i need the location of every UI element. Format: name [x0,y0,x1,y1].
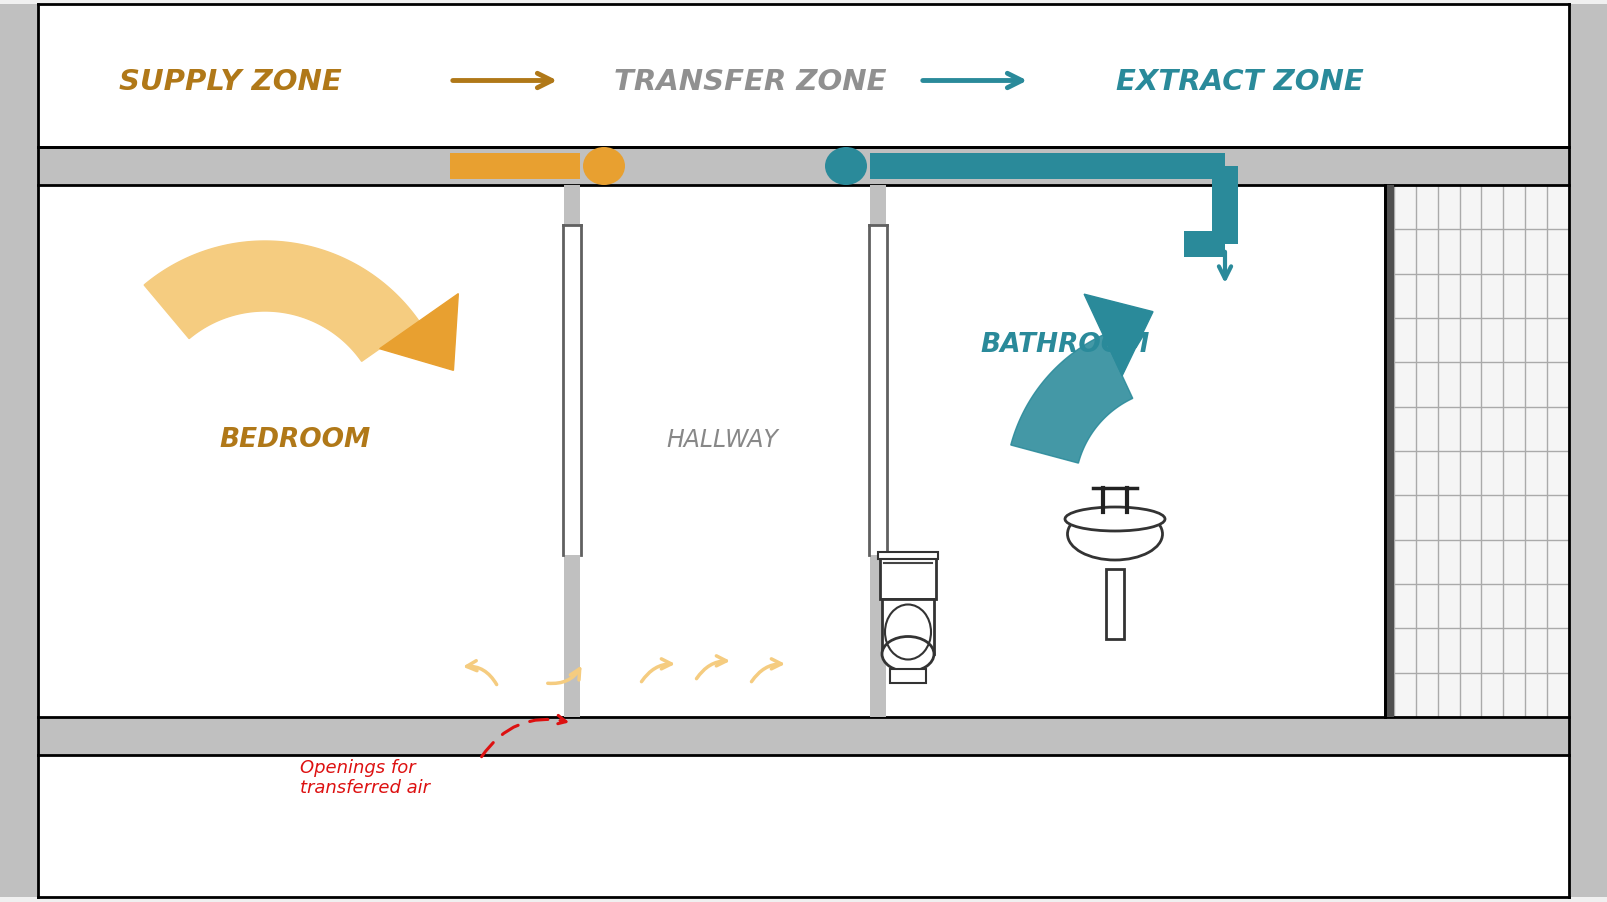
Bar [39,148,1568,186]
Polygon shape [1011,336,1133,464]
Bar [0,148,39,755]
Bar [1212,167,1237,244]
Bar [564,186,580,226]
Polygon shape [379,294,458,371]
Bar [1106,569,1123,640]
Ellipse shape [1065,508,1165,531]
Bar [1568,5,1607,148]
Bar [39,5,1568,148]
Bar [39,717,1568,755]
Text: EXTRACT ZONE: EXTRACT ZONE [1117,68,1364,96]
Ellipse shape [583,148,625,186]
Bar [1393,186,1568,717]
Bar [39,186,1568,717]
Ellipse shape [882,637,934,672]
Bar [881,557,935,599]
Text: HALLWAY: HALLWAY [665,428,778,452]
Bar [450,154,580,179]
Ellipse shape [1067,509,1162,560]
Bar [0,5,39,148]
Ellipse shape [824,148,868,186]
Text: BEDROOM: BEDROOM [220,427,371,453]
Bar [1184,232,1225,258]
Bar [882,599,934,654]
Bar [1568,148,1607,755]
Text: BATHROOM: BATHROOM [980,332,1149,357]
Bar [877,552,938,559]
Bar [869,154,1225,179]
Bar [0,755,39,897]
Bar [869,556,885,717]
Bar [890,669,926,683]
Polygon shape [1085,295,1152,376]
Polygon shape [145,242,419,362]
Text: TRANSFER ZONE: TRANSFER ZONE [614,68,885,96]
Bar [564,556,580,717]
Bar [39,755,1568,897]
Bar [1385,186,1393,717]
Bar [1568,755,1607,897]
Text: SUPPLY ZONE: SUPPLY ZONE [119,68,341,96]
Bar [869,186,885,226]
Text: Openings for
transferred air: Openings for transferred air [301,758,431,796]
